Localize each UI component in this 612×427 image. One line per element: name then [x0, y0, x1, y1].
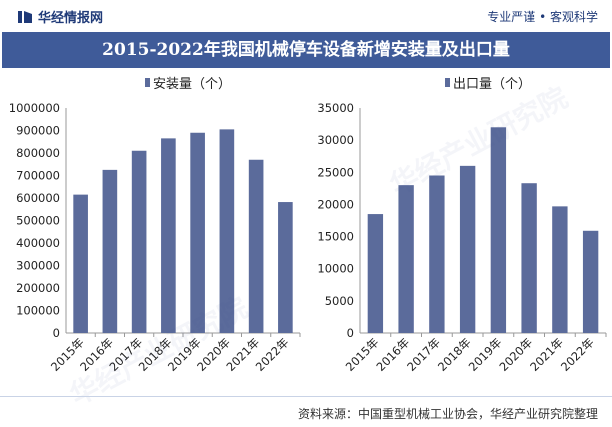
- x-tick-label: 2017年: [404, 335, 443, 374]
- y-tick-label: 20000: [317, 197, 354, 211]
- bar: [429, 175, 445, 333]
- y-tick-label: 600000: [16, 191, 60, 205]
- y-tick-label: 200000: [16, 281, 60, 295]
- y-tick-label: 0: [347, 326, 354, 340]
- y-tick-label: 500000: [16, 214, 60, 228]
- chart-title: 2015-2022年我国机械停车设备新增安装量及出口量: [2, 32, 610, 68]
- x-tick-label: 2015年: [343, 335, 382, 374]
- y-tick-label: 5000: [325, 294, 354, 308]
- x-tick-label: 2021年: [527, 335, 566, 374]
- bar: [278, 202, 293, 333]
- x-tick-label: 2022年: [558, 335, 597, 374]
- bar: [490, 127, 507, 334]
- bar: [398, 185, 414, 333]
- header: 华经情报网 专业严谨 • 客观科学: [0, 0, 612, 32]
- bar: [102, 169, 118, 333]
- bar: [161, 138, 176, 333]
- export-chart-svg: 出口量（个） 0 5000 10000 15000 20000 25000 30000 3500…: [317, 77, 607, 374]
- y-tick-label: 800000: [16, 146, 60, 160]
- installation-chart-svg: 安装量（个） 0 100000 200000 300000 400000 500000 600…: [9, 77, 301, 374]
- x-tick-label: 2018年: [435, 335, 474, 374]
- y-tick-label: 35000: [317, 101, 354, 115]
- tagline: 专业严谨 • 客观科学: [487, 10, 598, 24]
- source-note: 资料来源：中国重型机械工业协会，华经产业研究院整理: [297, 407, 598, 421]
- bar: [459, 165, 476, 333]
- y-tick-label: 0: [53, 326, 60, 340]
- y-tick-label: 1000000: [9, 101, 60, 115]
- bar: [367, 214, 384, 333]
- installation-chart: 安装量（个） 0 100000 200000 300000 400000 500000 600…: [0, 68, 306, 394]
- bar: [190, 132, 205, 333]
- x-tick-label: 2022年: [253, 335, 292, 374]
- bar: [131, 150, 147, 333]
- legend-label: 安装量（个）: [153, 77, 231, 92]
- y-tick-label: 300000: [16, 259, 60, 273]
- bar: [219, 129, 235, 333]
- legend-label: 出口量（个）: [453, 77, 531, 92]
- bar: [582, 230, 599, 333]
- brand-name: 华经情报网: [38, 11, 104, 26]
- footer: 资料来源：中国重型机械工业协会，华经产业研究院整理: [0, 396, 612, 427]
- y-tick-label: 30000: [317, 133, 354, 147]
- bar: [552, 206, 568, 333]
- logo-icon: [18, 11, 32, 23]
- y-tick-label: 15000: [317, 230, 354, 244]
- bar: [73, 194, 88, 333]
- y-tick-label: 100000: [16, 304, 60, 318]
- legend-swatch: [445, 78, 450, 87]
- x-tick-label: 2020年: [497, 335, 536, 374]
- export-chart: 出口量（个） 0 5000 10000 15000 20000 25000 30000 3500…: [306, 68, 612, 394]
- y-tick-label: 700000: [16, 169, 60, 183]
- bar: [521, 183, 537, 333]
- bar: [248, 159, 264, 333]
- legend-swatch: [145, 78, 150, 87]
- y-tick-label: 900000: [16, 124, 60, 138]
- y-tick-label: 10000: [317, 262, 354, 276]
- x-tick-label: 2019年: [466, 335, 505, 374]
- y-tick-label: 25000: [317, 165, 354, 179]
- y-tick-label: 400000: [16, 236, 60, 250]
- x-tick-label: 2016年: [374, 335, 413, 374]
